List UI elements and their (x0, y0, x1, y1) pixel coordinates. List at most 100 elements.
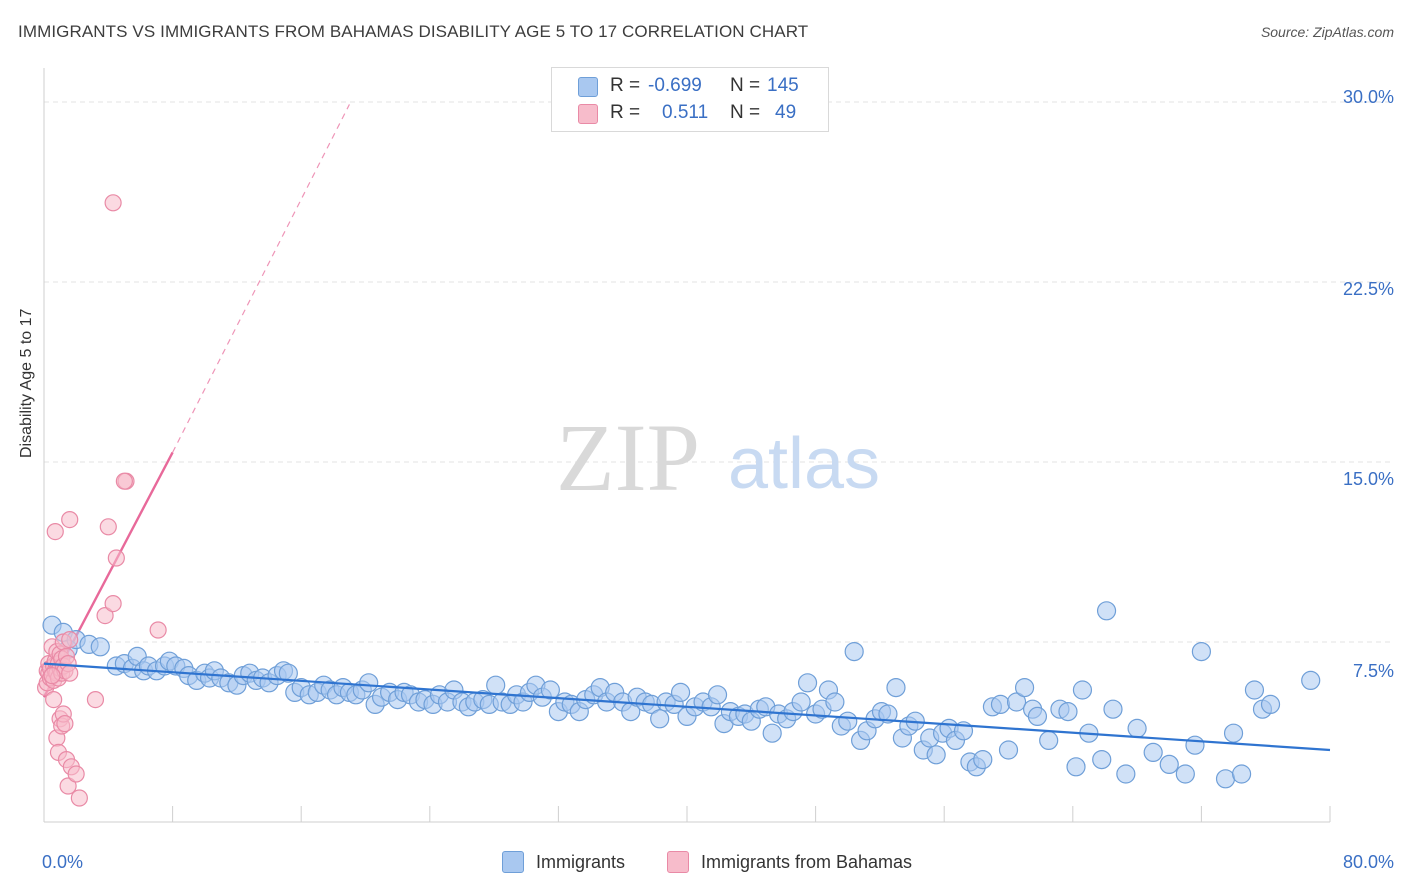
chart-title: IMMIGRANTS VS IMMIGRANTS FROM BAHAMAS DI… (18, 22, 809, 41)
immigrants-point (1260, 694, 1281, 715)
immigrants-point (650, 709, 670, 729)
grid-lines (44, 101, 1392, 643)
bahamas-point (43, 666, 61, 685)
bahamas-point (86, 690, 105, 709)
immigrants-point (838, 711, 858, 731)
immigrants-point (1223, 723, 1244, 743)
immigrants-point (1185, 735, 1205, 755)
legend-row-bahamas: R = 0.511 N = 49 (552, 100, 828, 126)
bahamas-point (104, 594, 122, 613)
immigrants-point (797, 673, 818, 693)
immigrants-point (1175, 764, 1195, 784)
immigrants-point (540, 680, 560, 700)
y-tick-label: 15.0% (1342, 469, 1394, 489)
immigrants-point (90, 637, 110, 657)
legend-n-value: 145 (767, 75, 799, 96)
bahamas-point (70, 789, 88, 807)
bahamas-point (115, 472, 133, 490)
legend-r-value: 0.511 (662, 102, 709, 123)
legend-swatch-immigrants (578, 77, 598, 97)
bottom-legend-swatch-immigrants (502, 851, 524, 873)
source-label: Source: ZipAtlas.com (1260, 24, 1394, 40)
immigrants-point (707, 685, 728, 705)
legend-r-value: -0.699 (648, 75, 702, 96)
bahamas-trend-line (42, 104, 350, 698)
immigrants-point (926, 745, 946, 765)
immigrants-point (1159, 754, 1179, 775)
bottom-legend-swatch-bahamas (667, 851, 689, 873)
bahamas-point (61, 510, 79, 529)
legend-r-key: R = (610, 75, 641, 96)
immigrants-point (1027, 706, 1048, 727)
immigrants-point (973, 749, 993, 770)
immigrants-point (1215, 769, 1236, 789)
bahamas-point (46, 522, 64, 541)
immigrants-point (1127, 718, 1147, 739)
y-tick-label: 7.5% (1352, 661, 1394, 681)
immigrants-point (1116, 764, 1136, 784)
x-tick-label-max: 80.0% (1342, 852, 1394, 872)
immigrants-point (1244, 680, 1265, 700)
y-tick-label: 22.5% (1342, 279, 1394, 299)
legend-n-key: N = (730, 102, 761, 123)
immigrants-point (825, 692, 845, 712)
immigrants-point (1143, 742, 1163, 763)
bahamas-point (61, 630, 79, 649)
bahamas-point (107, 549, 125, 567)
immigrants-point (990, 694, 1011, 715)
correlation-legend: R = -0.699 N = 145 R = 0.511 N = 49 (551, 67, 829, 132)
immigrants-point (1058, 701, 1078, 722)
immigrants-point (1006, 692, 1027, 712)
bahamas-point (56, 714, 74, 733)
immigrants-points (42, 601, 1321, 789)
immigrants-point (1096, 601, 1117, 621)
immigrants-point (1092, 749, 1112, 770)
legend-n-value: 49 (775, 102, 797, 123)
y-axis-label: Disability Age 5 to 17 (18, 308, 35, 458)
bahamas-point (45, 690, 63, 709)
immigrants-point (791, 692, 811, 712)
watermark-atlas: atlas (728, 424, 880, 504)
bahamas-point (67, 765, 85, 783)
bahamas-point (149, 621, 167, 639)
immigrants-point (998, 740, 1019, 760)
immigrants-point (1014, 677, 1035, 698)
watermark: ZIP atlas (556, 404, 880, 511)
immigrants-point (278, 663, 298, 683)
immigrants-point (878, 704, 898, 724)
immigrants-point (486, 675, 506, 695)
y-tick-label: 30.0% (1342, 87, 1394, 107)
immigrants-point (886, 677, 906, 698)
immigrants-point (359, 673, 379, 693)
legend-n-key: N = (730, 75, 761, 96)
bottom-legend-immigrants: Immigrants (502, 851, 625, 873)
bottom-legend-label: Immigrants from Bahamas (701, 851, 913, 872)
bahamas-points (37, 194, 167, 807)
legend-r-key: R = (610, 102, 641, 123)
immigrants-point (670, 682, 691, 703)
immigrants-point (1301, 670, 1321, 691)
bahamas-point (104, 194, 122, 212)
immigrants-point (1191, 641, 1212, 662)
bahamas-point (61, 664, 79, 682)
watermark-zip: ZIP (556, 404, 700, 511)
legend-row-immigrants: R = -0.699 N = 145 (552, 73, 828, 99)
immigrants-point (1103, 699, 1123, 719)
immigrants-point (1231, 764, 1252, 784)
immigrants-point (1072, 680, 1093, 700)
bahamas-point (96, 606, 114, 625)
immigrants-point (844, 641, 864, 662)
legend-swatch-bahamas (578, 104, 598, 124)
bahamas-point (99, 518, 117, 536)
bottom-legend-label: Immigrants (536, 851, 626, 872)
immigrants-trend-solid (43, 662, 1331, 752)
immigrants-point (762, 723, 782, 743)
immigrants-point (1066, 757, 1086, 777)
x-tick-label-min: 0.0% (42, 852, 84, 872)
immigrants-point (1039, 730, 1059, 751)
bottom-legend-bahamas: Immigrants from Bahamas (667, 851, 912, 873)
bahamas-point (59, 777, 77, 795)
bahamas-trend-dashed (172, 104, 350, 453)
immigrants-trend-line (43, 662, 1331, 752)
